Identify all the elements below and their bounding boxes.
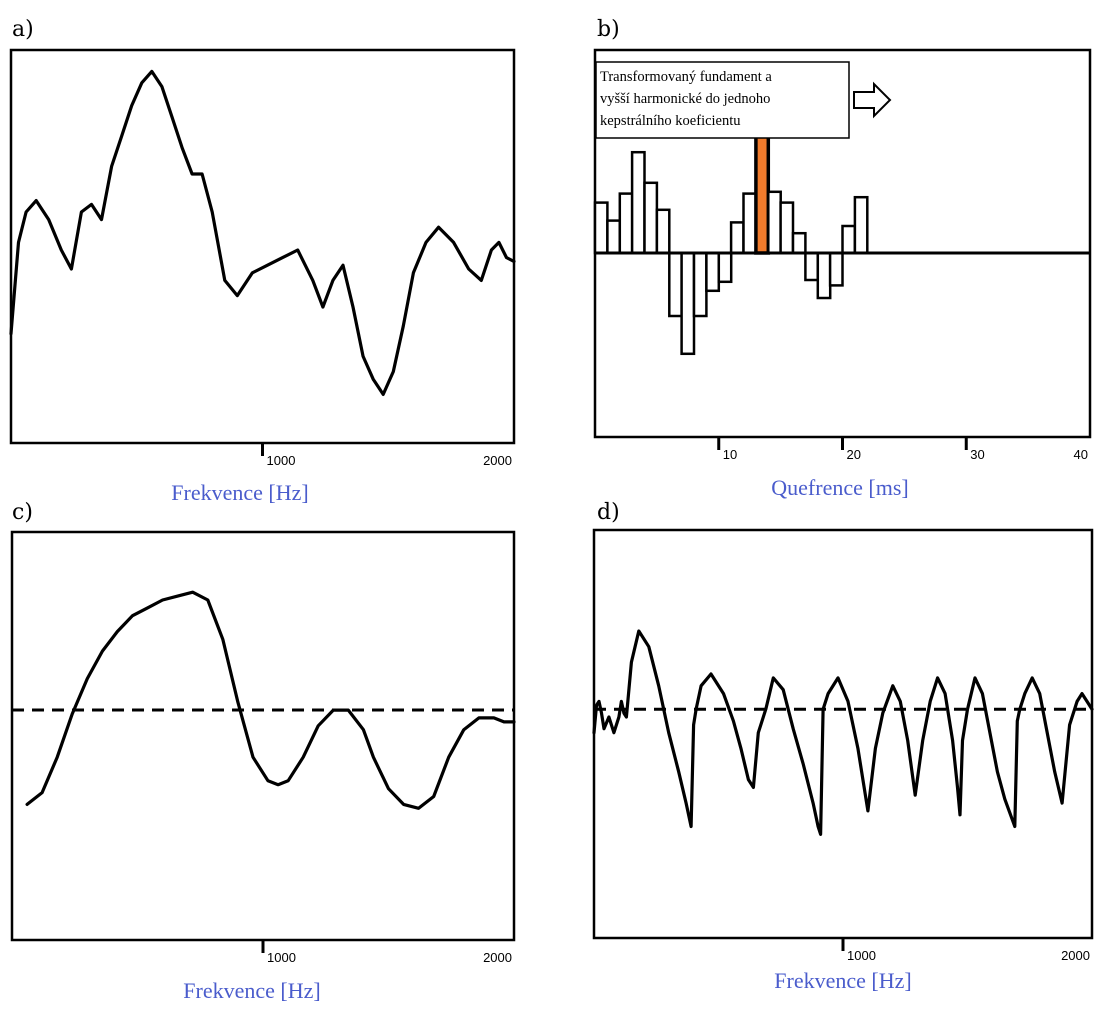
panel-b-label: b)	[597, 17, 620, 42]
x-tick-label: 1000	[267, 950, 296, 965]
bar	[606, 219, 622, 255]
x-tick-label: 10	[723, 447, 737, 462]
panel-a: a) 1000 2000 Frekvence [Hz]	[9, 17, 516, 505]
bar	[841, 224, 857, 255]
x-tick-label: 20	[847, 447, 861, 462]
panel-c-frame	[10, 530, 516, 942]
x-tick-label: 2000	[483, 453, 512, 468]
x-tick-label: 30	[970, 447, 984, 462]
bar	[717, 251, 733, 284]
panel-d-label: d)	[597, 500, 620, 525]
bar	[729, 221, 745, 255]
bar	[791, 231, 807, 255]
series-line	[25, 590, 516, 810]
bar	[779, 201, 795, 255]
annotation-arrow-icon	[853, 81, 892, 119]
panel-a-frame	[9, 48, 516, 445]
panel-a-label: a)	[12, 17, 34, 42]
panel-d: d) 1000 2000 Frekvence [Hz]	[592, 500, 1094, 993]
annotation-line-3: kepstrálního koeficientu	[600, 113, 741, 129]
x-tick-label: 40	[1074, 447, 1088, 462]
bar	[828, 251, 844, 287]
bar	[804, 251, 820, 282]
bar	[680, 251, 696, 356]
panel-d-xlabel: Frekvence [Hz]	[774, 968, 911, 993]
x-tick-label: 2000	[483, 950, 512, 965]
bar	[655, 208, 671, 255]
panel-b: b) 10 20 30 40 Transformovaný fundament a v…	[593, 17, 1092, 500]
annotation-frame	[595, 61, 850, 139]
panel-b-xlabel: Quefrence [ms]	[771, 475, 908, 500]
bar	[767, 190, 782, 255]
annotation-line-2: vyšší harmonické do jednoho	[600, 91, 770, 107]
bar	[593, 201, 609, 255]
bar	[630, 150, 646, 255]
bar	[853, 195, 869, 255]
panel-c-label: c)	[12, 500, 33, 525]
panel-a-xlabel: Frekvence [Hz]	[171, 480, 308, 505]
panel-c: c) 1000 2000 Frekvence [Hz]	[10, 500, 516, 1003]
bar	[668, 251, 683, 318]
annotation-line-1: Transformovaný fundament a	[600, 69, 772, 85]
annotation-box: Transformovaný fundament a vyšší harmoni…	[595, 61, 892, 139]
x-tick-label: 1000	[847, 948, 876, 963]
panel-c-xlabel: Frekvence [Hz]	[183, 978, 320, 1003]
x-tick-label: 1000	[267, 453, 296, 468]
bar	[618, 192, 634, 255]
bar	[742, 192, 758, 255]
bar	[816, 251, 832, 300]
bar	[643, 181, 659, 255]
bar	[692, 251, 708, 318]
bar	[705, 251, 721, 293]
series-line	[9, 69, 516, 396]
x-tick-label: 2000	[1061, 948, 1090, 963]
series-line	[592, 629, 1094, 836]
